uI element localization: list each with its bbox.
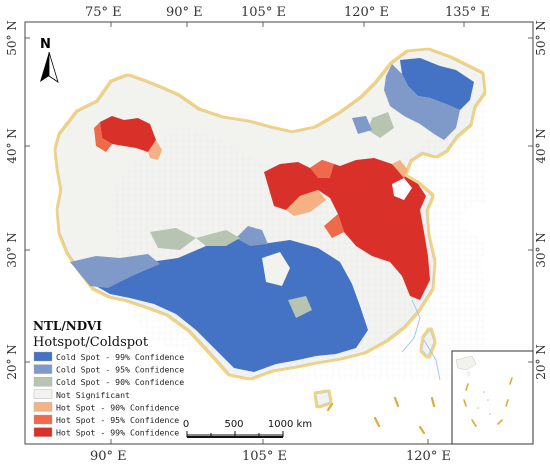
south-china-sea-inset <box>451 350 534 445</box>
cold-spot-95-sichuan <box>236 226 268 246</box>
left-tick-20n: 20° N <box>5 344 19 380</box>
legend-label-6: Hot Spot - 99% Confidence <box>56 428 179 438</box>
legend-subtitle: Hotspot/Coldspot <box>33 335 149 350</box>
top-tick-labels: 75° E 90° E 105° E 120° E 135° E <box>85 5 490 20</box>
top-tick-135e: 135° E <box>445 5 490 20</box>
graticule-ticks <box>25 22 533 444</box>
legend-swatch-2 <box>33 377 53 387</box>
cold-spot-95-northeast <box>384 64 460 140</box>
scale-label-1000: 1000 km <box>268 419 312 430</box>
legend-label-1: Cold Spot - 95% Confidence <box>56 365 184 375</box>
north-label: N <box>40 37 51 52</box>
legend-label-5: Hot Spot - 95% Confidence <box>56 415 179 425</box>
right-tick-50n: 50° N <box>534 20 548 56</box>
hot-spot-95-central <box>324 214 344 238</box>
not-sig-yunnan-hole <box>262 252 290 286</box>
left-tick-30n: 30° N <box>5 232 19 268</box>
cold-spot-90-northeast <box>368 112 394 138</box>
right-tick-40n: 40° N <box>534 128 548 164</box>
cold-spot-90-south <box>288 296 312 318</box>
bottom-tick-105e: 105° E <box>242 449 287 464</box>
legend-label-4: Hot Spot - 90% Confidence <box>56 402 179 412</box>
scale-label-500: 500 <box>224 419 243 430</box>
legend-swatch-6 <box>33 427 53 437</box>
top-tick-75e: 75° E <box>85 5 122 20</box>
legend-swatch-1 <box>33 364 53 374</box>
legend-title: NTL/NDVI <box>33 319 102 333</box>
bottom-tick-labels: 90° E 105° E 120° E <box>90 449 451 464</box>
legend-swatch-0 <box>33 351 53 362</box>
north-arrow-icon <box>40 52 49 82</box>
hot-spot-95-north <box>310 160 334 178</box>
top-tick-105e: 105° E <box>241 5 286 20</box>
cold-spot-99-southwest <box>96 238 368 372</box>
north-arrow: N <box>40 37 59 83</box>
bohai-sea <box>392 178 412 200</box>
cold-spot-99-northeast <box>400 58 474 110</box>
left-tick-40n: 40° N <box>5 128 19 164</box>
legend-label-3: Not Significant <box>56 390 130 400</box>
left-tick-50n: 50° N <box>5 20 19 56</box>
hot-spot-90-shandong <box>392 160 408 178</box>
cold-spot-95-west <box>70 254 160 288</box>
top-tick-90e: 90° E <box>166 5 203 20</box>
coastline-accents <box>401 299 441 381</box>
hot-spot-95-xinjiang <box>94 122 112 152</box>
hot-spot-99-xinjiang <box>100 116 156 152</box>
cold-spot-90-tibet <box>150 228 196 250</box>
scale-label-0: 0 <box>183 419 189 430</box>
hot-spot-90-north <box>286 190 326 216</box>
hot-spot-regions <box>94 116 430 300</box>
top-tick-120e: 120° E <box>344 5 389 20</box>
hot-spot-90-xinjiang <box>148 140 162 160</box>
cold-spot-regions <box>70 58 474 372</box>
bottom-tick-90e: 90° E <box>90 449 127 464</box>
legend: NTL/NDVI Hotspot/Coldspot Cold Spot - 99… <box>33 319 184 438</box>
right-tick-20n: 20° N <box>534 344 548 380</box>
hot-spot-99-north-china <box>264 158 430 300</box>
legend-swatch-3 <box>33 389 53 399</box>
hainan-island <box>315 391 331 407</box>
legend-swatch-5 <box>33 414 53 425</box>
cold-spot-95-east <box>352 116 372 134</box>
legend-label-2: Cold Spot - 90% Confidence <box>56 377 184 387</box>
bottom-tick-120e: 120° E <box>406 449 451 464</box>
scale-bar: 0 500 1000 km <box>183 419 312 438</box>
south-china-sea-dashes <box>326 396 436 435</box>
cold-spot-90-qinghai <box>196 230 240 246</box>
legend-swatch-4 <box>33 402 53 412</box>
right-tick-30n: 30° N <box>534 232 548 268</box>
right-tick-labels: 50° N 40° N 30° N 20° N <box>534 20 548 380</box>
legend-label-0: Cold Spot - 99% Confidence <box>56 352 184 362</box>
left-tick-labels: 50° N 40° N 30° N 20° N <box>5 20 19 380</box>
